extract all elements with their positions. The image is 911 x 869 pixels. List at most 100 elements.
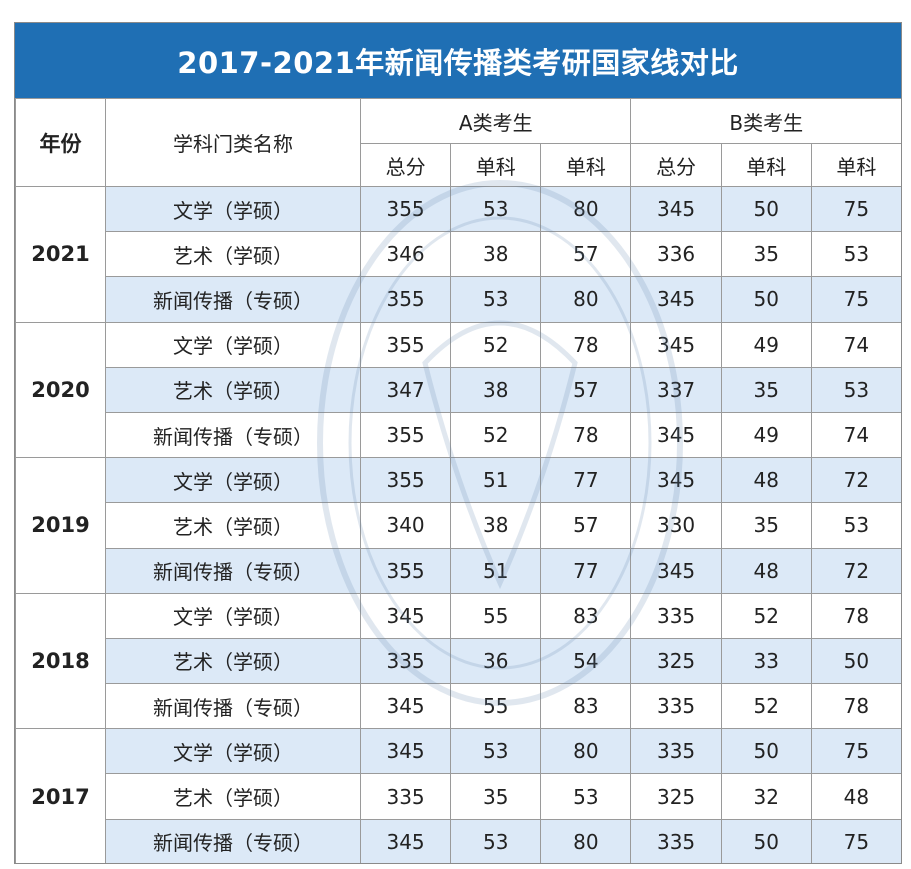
score-cell: 336 xyxy=(630,231,722,278)
score-cell: 51 xyxy=(450,457,542,504)
year-cell: 2020 xyxy=(15,321,106,459)
score-cell: 345 xyxy=(630,185,722,233)
score-cell: 55 xyxy=(450,592,542,639)
score-cell: 52 xyxy=(720,683,812,730)
score-cell: 74 xyxy=(810,321,901,368)
table-row: 新闻传播（专硕） 345 55 83 335 52 78 xyxy=(16,683,901,730)
score-cell: 355 xyxy=(359,185,452,233)
score-cell: 355 xyxy=(359,547,452,594)
sub-header: 总分 xyxy=(630,143,722,187)
score-cell: 75 xyxy=(810,276,901,323)
table-row: 艺术（学硕） 346 38 57 336 35 53 xyxy=(16,231,901,278)
score-cell: 53 xyxy=(810,502,901,549)
subject-header: 学科门类名称 xyxy=(105,98,361,187)
sub-header: 单科 xyxy=(810,143,901,187)
score-cell: 345 xyxy=(630,321,722,368)
score-cell: 83 xyxy=(540,592,632,639)
score-cell: 72 xyxy=(810,457,901,504)
score-cell: 80 xyxy=(540,728,632,775)
score-cell: 50 xyxy=(720,185,812,233)
score-cell: 53 xyxy=(810,366,901,413)
score-cell: 335 xyxy=(630,592,722,639)
subject-name-cell: 艺术（学硕） xyxy=(105,366,361,413)
score-cell: 57 xyxy=(540,366,632,413)
score-cell: 33 xyxy=(720,637,812,685)
score-cell: 35 xyxy=(450,773,542,820)
subject-name-cell: 艺术（学硕） xyxy=(105,231,361,278)
score-cell: 38 xyxy=(450,231,542,278)
score-table-card: 2017-2021年新闻传播类考研国家线对比 年份 学科门类名称 A类考生 B类… xyxy=(14,22,902,864)
year-cell: 2017 xyxy=(15,728,106,863)
subject-name-cell: 文学（学硕） xyxy=(105,321,361,368)
score-cell: 330 xyxy=(630,502,722,549)
year-cell: 2019 xyxy=(15,457,106,594)
score-cell: 345 xyxy=(630,411,722,459)
score-cell: 53 xyxy=(450,185,542,233)
score-cell: 340 xyxy=(359,502,452,549)
score-cell: 52 xyxy=(720,592,812,639)
score-cell: 72 xyxy=(810,547,901,594)
score-cell: 50 xyxy=(810,637,901,685)
table-row: 新闻传播（专硕） 345 53 80 335 50 75 xyxy=(16,818,901,863)
table-title: 2017-2021年新闻传播类考研国家线对比 xyxy=(15,23,901,98)
group-b-header: B类考生 xyxy=(630,98,901,144)
score-cell: 53 xyxy=(540,773,632,820)
score-cell: 355 xyxy=(359,411,452,459)
score-cell: 74 xyxy=(810,411,901,459)
score-cell: 53 xyxy=(810,231,901,278)
score-cell: 36 xyxy=(450,637,542,685)
score-cell: 78 xyxy=(540,411,632,459)
score-cell: 35 xyxy=(720,502,812,549)
score-cell: 345 xyxy=(359,818,452,863)
score-cell: 51 xyxy=(450,547,542,594)
score-cell: 78 xyxy=(810,683,901,730)
score-cell: 57 xyxy=(540,231,632,278)
score-cell: 52 xyxy=(450,411,542,459)
year-cell: 2018 xyxy=(15,592,106,730)
score-cell: 335 xyxy=(630,818,722,863)
table-row: 2017 文学（学硕） 345 53 80 335 50 75 xyxy=(15,728,901,863)
year-header: 年份 xyxy=(15,98,106,187)
subject-name-cell: 艺术（学硕） xyxy=(105,637,361,685)
subject-name-cell: 新闻传播（专硕） xyxy=(105,547,361,594)
table-row: 2019 文学（学硕） 355 51 77 345 48 72 xyxy=(15,457,901,594)
table-row: 艺术（学硕） 340 38 57 330 35 53 xyxy=(16,502,901,549)
subject-name-cell: 艺术（学硕） xyxy=(105,773,361,820)
sub-header: 单科 xyxy=(450,143,542,187)
score-cell: 75 xyxy=(810,185,901,233)
table-row: 2018 文学（学硕） 345 55 83 335 52 78 xyxy=(15,592,901,730)
score-cell: 38 xyxy=(450,502,542,549)
score-cell: 78 xyxy=(540,321,632,368)
year-cell: 2021 xyxy=(15,186,106,323)
score-cell: 53 xyxy=(450,728,542,775)
table-row: 2021 文学（学硕） 355 53 80 345 50 75 xyxy=(15,185,901,323)
table-body: 2021 文学（学硕） 355 53 80 345 50 75 艺术（学硕） 346 38 57 336… xyxy=(15,185,901,863)
score-cell: 49 xyxy=(720,411,812,459)
score-cell: 80 xyxy=(540,185,632,233)
score-cell: 53 xyxy=(450,818,542,863)
score-cell: 75 xyxy=(810,728,901,775)
score-cell: 49 xyxy=(720,321,812,368)
score-cell: 32 xyxy=(720,773,812,820)
subject-name-cell: 文学（学硕） xyxy=(105,185,361,233)
score-cell: 346 xyxy=(359,231,452,278)
score-cell: 77 xyxy=(540,457,632,504)
score-cell: 50 xyxy=(720,276,812,323)
subject-name-cell: 新闻传播（专硕） xyxy=(105,683,361,730)
table-row: 新闻传播（专硕） 355 51 77 345 48 72 xyxy=(16,547,901,594)
score-cell: 345 xyxy=(630,547,722,594)
score-cell: 77 xyxy=(540,547,632,594)
score-cell: 35 xyxy=(720,366,812,413)
score-cell: 50 xyxy=(720,818,812,863)
table-row: 艺术（学硕） 335 36 54 325 33 50 xyxy=(16,637,901,685)
score-table: 年份 学科门类名称 A类考生 B类考生 总分 单科 单科 总分 单科 单科 20… xyxy=(15,98,901,863)
table-row: 新闻传播（专硕） 355 53 80 345 50 75 xyxy=(16,276,901,323)
sub-header: 单科 xyxy=(540,143,632,187)
subject-name-cell: 新闻传播（专硕） xyxy=(105,411,361,459)
subject-name-cell: 艺术（学硕） xyxy=(105,502,361,549)
score-cell: 57 xyxy=(540,502,632,549)
score-cell: 337 xyxy=(630,366,722,413)
table-row: 艺术（学硕） 347 38 57 337 35 53 xyxy=(16,366,901,413)
subject-name-cell: 文学（学硕） xyxy=(105,457,361,504)
score-cell: 355 xyxy=(359,321,452,368)
